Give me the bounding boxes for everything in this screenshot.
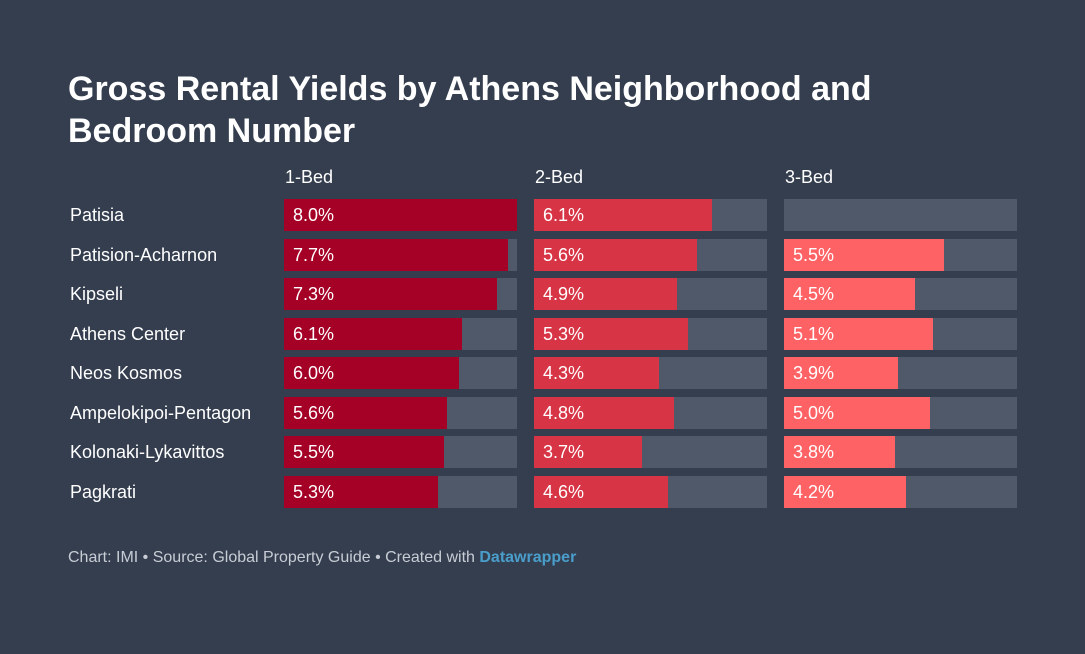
bar-track: 5.1% [784, 317, 1017, 350]
bar[interactable] [534, 475, 668, 508]
bar-value-label: 6.0% [293, 363, 335, 383]
bar-value-label: 5.5% [793, 244, 835, 265]
bar-value-label: 4.2% [793, 481, 835, 502]
row-label: Pagkrati [70, 481, 137, 502]
bar[interactable] [784, 238, 945, 271]
bar[interactable] [284, 278, 497, 310]
bar-track: 8.0% [284, 199, 517, 231]
bar-track: 5.6% [534, 238, 767, 271]
bar-track: 6.0% [284, 357, 517, 389]
bar[interactable] [534, 436, 642, 468]
bar-track: 5.0% [784, 396, 1017, 429]
bar-value-label: 3.8% [793, 442, 835, 462]
bar-value-label: 5.0% [793, 402, 835, 423]
bar[interactable] [284, 357, 459, 389]
row-label: Patision-Acharnon [70, 244, 218, 265]
bar-value-label: 7.7% [293, 244, 335, 265]
bar-track: 5.5% [284, 436, 517, 468]
bar-value-label: 4.6% [543, 481, 585, 502]
column-header-1: 2-Bed [535, 167, 584, 187]
datawrapper-link[interactable]: Datawrapper [479, 549, 577, 566]
bar[interactable] [784, 317, 933, 350]
bar[interactable] [534, 238, 698, 271]
bar-value-label: 4.5% [793, 284, 835, 304]
chart-title: Gross Rental Yields by Athens Neighborho… [68, 70, 872, 150]
row-label: Athens Center [70, 323, 186, 344]
bar-track: 5.5% [784, 238, 1017, 271]
bar[interactable] [784, 436, 895, 468]
bar-track: 3.9% [784, 357, 1017, 389]
bar-value-label: 5.6% [543, 244, 585, 265]
bar-value-label: 3.9% [793, 363, 835, 383]
bar[interactable] [534, 278, 677, 310]
bar-value-label: 6.1% [543, 205, 585, 225]
bar-track: 5.3% [534, 317, 767, 350]
column-header-0: 1-Bed [285, 167, 334, 187]
bar[interactable] [784, 278, 916, 310]
row-label: Kolonaki-Lykavittos [70, 442, 225, 462]
column-header-2: 3-Bed [785, 167, 834, 187]
bar[interactable] [284, 436, 445, 468]
bar[interactable] [784, 475, 907, 508]
bar-value-label: 6.1% [293, 323, 335, 344]
row-label: Kipseli [70, 284, 124, 304]
bar-track: 4.3% [534, 357, 767, 389]
bar-track: 5.6% [284, 396, 517, 429]
bar-track: 4.9% [534, 278, 767, 310]
bar-value-label: 5.6% [293, 402, 335, 423]
bar-track: 6.1% [284, 317, 517, 350]
bar-value-label: 4.9% [543, 284, 585, 304]
footer-credits: Chart: IMI • Source: Global Property Gui… [68, 549, 480, 566]
bar-track: 5.3% [284, 475, 517, 508]
chart-footer: Chart: IMI • Source: Global Property Gui… [68, 549, 576, 567]
bar-value-label: 7.3% [293, 284, 335, 304]
bar-track: 7.3% [284, 278, 517, 310]
bar[interactable] [534, 199, 712, 231]
bar-track: 4.8% [534, 396, 767, 429]
bar-track: 4.2% [784, 475, 1017, 508]
bar-track [784, 199, 1017, 231]
bar-value-label: 5.5% [293, 442, 335, 462]
bar[interactable] [284, 396, 448, 429]
row-label: Ampelokipoi-Pentagon [70, 402, 252, 423]
bar-value-label: 5.1% [793, 323, 835, 344]
bar[interactable] [534, 357, 660, 389]
bar-track: 4.5% [784, 278, 1017, 310]
bar-track: 6.1% [534, 199, 767, 231]
bar[interactable] [284, 199, 517, 231]
bar[interactable] [284, 475, 439, 508]
bar-value-label: 4.8% [543, 402, 585, 423]
bar[interactable] [534, 396, 674, 429]
bar-track: 3.7% [534, 436, 767, 468]
row-label: Patisia [70, 205, 125, 225]
bar-track: 3.8% [784, 436, 1017, 468]
bar-value-label: 5.3% [543, 323, 585, 344]
bar-value-label: 5.3% [293, 481, 335, 502]
bar-value-label: 8.0% [293, 205, 335, 225]
bar-track: 7.7% [284, 238, 517, 271]
bar[interactable] [284, 238, 509, 271]
bar-value-label: 4.3% [543, 363, 585, 383]
bar-track: 4.6% [534, 475, 767, 508]
bar[interactable] [284, 317, 462, 350]
bar-value-label: 3.7% [543, 442, 585, 462]
bar[interactable] [784, 357, 898, 389]
bar[interactable] [784, 396, 930, 429]
row-label: Neos Kosmos [70, 363, 183, 383]
bar[interactable] [534, 317, 689, 350]
